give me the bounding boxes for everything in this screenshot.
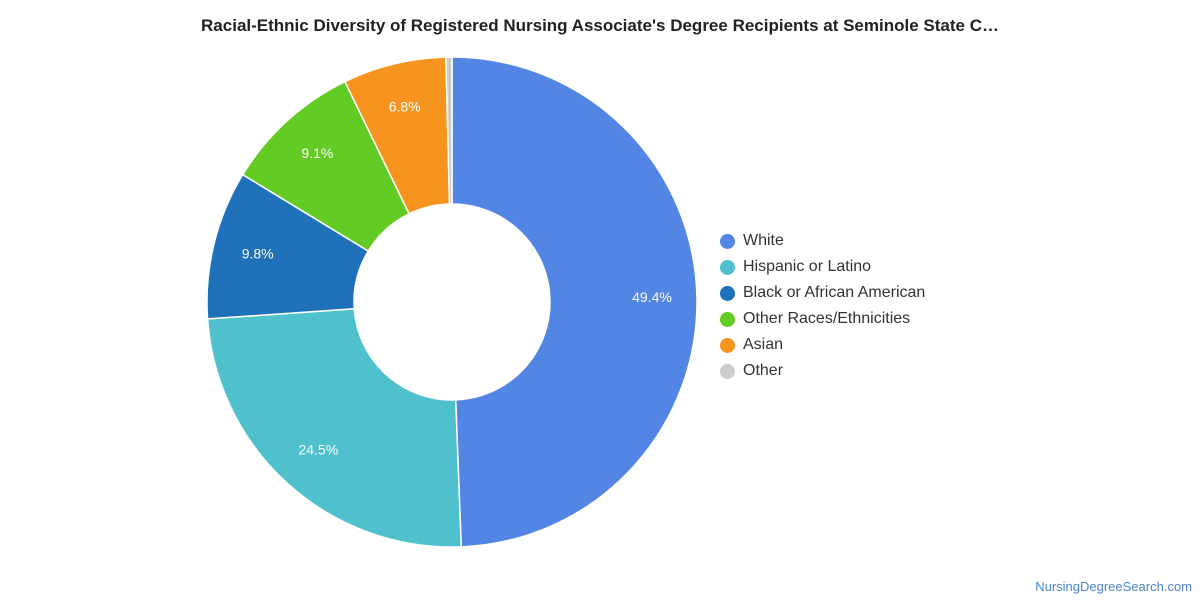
legend-label: Asian xyxy=(743,336,784,353)
legend-swatch xyxy=(720,311,735,327)
slice-white[interactable] xyxy=(451,56,698,548)
legend-item-asian[interactable]: Asian xyxy=(720,332,925,358)
legend-item-other[interactable]: Other xyxy=(720,358,925,384)
legend-label: Other xyxy=(743,362,784,379)
legend-label: Hispanic or Latino xyxy=(743,258,872,275)
legend-swatch xyxy=(720,233,735,249)
slice-other[interactable] xyxy=(445,56,453,205)
source-credit-link[interactable]: NursingDegreeSearch.com xyxy=(1035,579,1192,594)
legend-swatch xyxy=(720,259,735,275)
legend-item-black-or-african-american[interactable]: Black or African American xyxy=(720,280,925,306)
legend-swatch xyxy=(720,363,735,379)
data-label-black-or-african-american: 9.8% xyxy=(242,245,274,261)
legend-label: White xyxy=(743,232,784,249)
legend-swatch xyxy=(720,285,735,301)
chart-title: Racial-Ethnic Diversity of Registered Nu… xyxy=(201,16,999,35)
legend-label: Black or African American xyxy=(743,284,926,301)
legend-item-white[interactable]: White xyxy=(720,228,925,254)
legend-item-hispanic-or-latino[interactable]: Hispanic or Latino xyxy=(720,254,925,280)
slice-hispanic-or-latino[interactable] xyxy=(206,307,463,548)
legend-label: Other Races/Ethnicities xyxy=(743,310,911,327)
legend: White Hispanic or Latino Black or African … xyxy=(720,228,925,384)
data-label-asian: 6.8% xyxy=(389,98,421,114)
data-label-white: 49.4% xyxy=(632,289,672,305)
data-label-other-races-ethnicities: 9.1% xyxy=(301,145,333,161)
data-label-hispanic-or-latino: 24.5% xyxy=(298,441,338,457)
legend-item-other-races-ethnicities[interactable]: Other Races/Ethnicities xyxy=(720,306,925,332)
legend-swatch xyxy=(720,337,735,353)
